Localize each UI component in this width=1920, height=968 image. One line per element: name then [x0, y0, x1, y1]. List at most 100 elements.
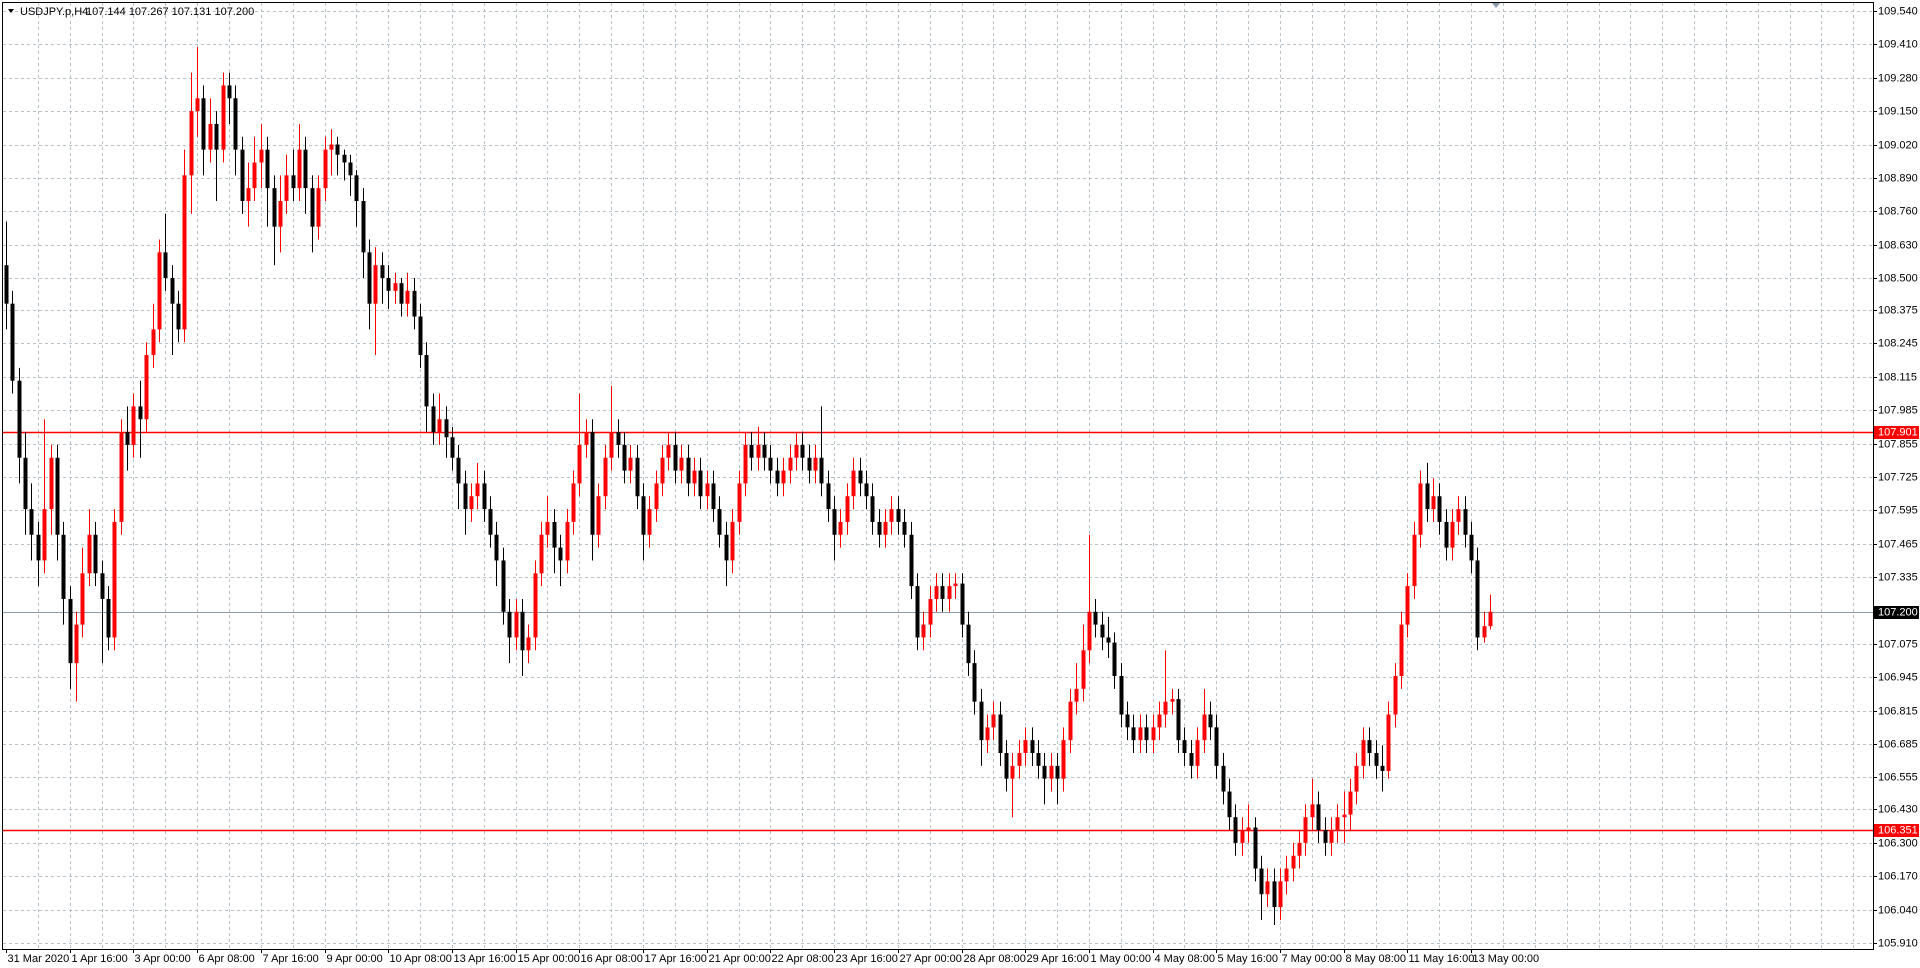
candle-body: [259, 149, 264, 163]
y-tick-label: 108.245: [1878, 337, 1918, 349]
y-tick-label: 107.335: [1878, 571, 1918, 583]
candle-body: [74, 624, 79, 664]
candle-body: [635, 457, 640, 497]
y-tick-label: 107.595: [1878, 504, 1918, 516]
candle-body: [628, 457, 633, 471]
candle-body: [176, 303, 181, 330]
candle-body: [488, 509, 493, 535]
candle-body: [1354, 765, 1359, 792]
candle-body: [1335, 817, 1340, 831]
x-tick-label: 31 Mar 2020: [8, 953, 70, 965]
candle-body: [1316, 804, 1321, 831]
candle-body: [596, 496, 601, 535]
candle-body: [889, 509, 894, 522]
candle-body: [743, 444, 748, 484]
candle-body: [163, 252, 168, 279]
candle-body: [1170, 699, 1175, 702]
y-tick-label: 108.630: [1878, 239, 1918, 251]
candle-body: [125, 432, 130, 445]
candle-body: [380, 265, 385, 279]
candle-body: [520, 611, 525, 651]
candle-body: [1259, 868, 1264, 895]
candle-body: [386, 278, 391, 291]
y-tick-label: 108.500: [1878, 272, 1918, 284]
candle-body: [1227, 791, 1232, 818]
y-tick-label: 109.410: [1878, 38, 1918, 50]
x-tick-label: 7 Apr 16:00: [263, 953, 319, 965]
level-label-box: [1874, 426, 1919, 439]
y-tick-label: 105.910: [1878, 937, 1918, 949]
candle-body: [1291, 855, 1296, 869]
candle-body: [1023, 740, 1028, 754]
candle-body: [195, 98, 200, 112]
x-tick-label: 15 Apr 00:00: [518, 953, 580, 965]
x-tick-label: 7 May 00:00: [1282, 953, 1343, 965]
candle-body: [1405, 586, 1410, 625]
candle-body: [373, 265, 378, 304]
candle-body: [1488, 611, 1493, 627]
candle-body: [412, 290, 417, 317]
level-label: 107.901: [1878, 426, 1918, 438]
candle-body: [157, 252, 162, 330]
x-tick-label: 16 Apr 08:00: [581, 953, 643, 965]
candle-body: [1151, 727, 1156, 741]
candle-body: [647, 509, 652, 535]
candle-body: [1068, 701, 1073, 741]
x-tick-label: 11 May 16:00: [1409, 953, 1475, 965]
candle-body: [405, 290, 410, 304]
candle-body: [666, 444, 671, 458]
y-tick-label: 107.465: [1878, 538, 1918, 550]
candle-body: [749, 444, 754, 458]
y-tick-label: 109.540: [1878, 5, 1918, 17]
x-tick-label: 5 May 16:00: [1218, 953, 1279, 965]
candle-body: [902, 521, 907, 535]
candle-body: [4, 265, 9, 304]
y-tick-label: 107.855: [1878, 438, 1918, 450]
y-tick-label: 108.115: [1878, 371, 1917, 383]
candle-body: [1431, 496, 1436, 510]
bid-label: 107.200: [1878, 606, 1918, 618]
ohlc-quote: 107.144 107.267 107.131 107.200: [86, 6, 254, 18]
candle-body: [788, 457, 793, 471]
x-tick-label: 1 May 00:00: [1091, 953, 1152, 965]
candle-body: [342, 154, 347, 163]
candle-body: [119, 432, 124, 522]
candle-body: [1214, 727, 1219, 766]
collapse-arrow[interactable]: [8, 9, 14, 13]
candle-body: [482, 483, 487, 510]
candle-body: [68, 598, 73, 664]
candle-body: [794, 444, 799, 458]
candle-body: [909, 534, 914, 587]
candle-body: [227, 85, 232, 99]
candle-body: [1042, 765, 1047, 779]
candle-body: [616, 432, 621, 445]
candle-body: [1323, 830, 1328, 843]
x-tick-label: 1 Apr 16:00: [72, 953, 128, 965]
candle-body: [1425, 483, 1430, 510]
labels: 109.540 109.410 109.280 109.150 109.020 108.8…: [6, 5, 1919, 965]
y-tick-label: 106.945: [1878, 671, 1918, 683]
candle-body: [1004, 753, 1009, 779]
y-tick-label: 107.985: [1878, 404, 1918, 416]
candle-body: [660, 457, 665, 484]
chart-title: USDJPY.p,H4: [20, 6, 88, 18]
candle-body: [182, 175, 187, 330]
candle-body: [252, 162, 257, 189]
candle-body: [310, 188, 315, 227]
candle-body: [1157, 714, 1162, 728]
candle-body: [915, 586, 920, 638]
candle-body: [1093, 611, 1098, 625]
candle-body: [36, 534, 41, 561]
x-tick-label: 8 May 08:00: [1346, 953, 1407, 965]
candle-body: [851, 470, 856, 497]
candle-body: [686, 457, 691, 484]
candle-body: [673, 444, 678, 471]
candle-body: [233, 98, 238, 150]
y-tick-label: 109.020: [1878, 139, 1918, 151]
candle-body: [858, 470, 863, 484]
candle-body: [590, 432, 595, 535]
candle-body: [692, 470, 697, 484]
candle-body: [819, 457, 824, 484]
level-label: 106.351: [1878, 824, 1918, 836]
candle-body: [698, 470, 703, 497]
